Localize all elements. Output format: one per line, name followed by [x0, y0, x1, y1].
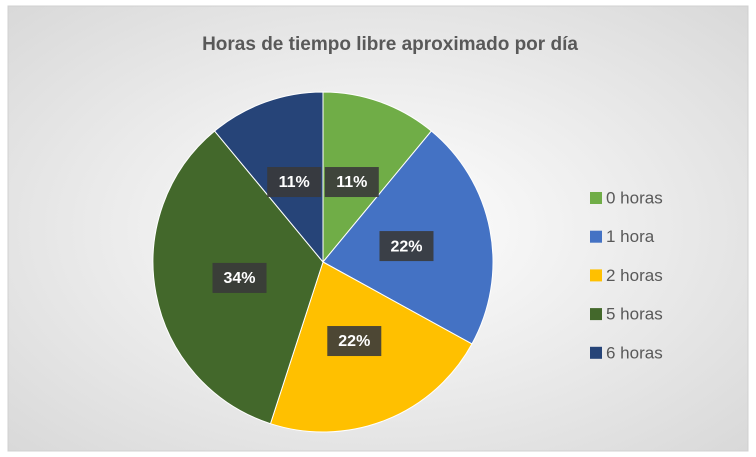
chart-title: Horas de tiempo libre aproximado por día	[202, 34, 578, 55]
data-label: 22%	[338, 333, 370, 350]
legend-label: 2 horas	[606, 266, 663, 285]
data-label: 11%	[279, 174, 310, 191]
data-label: 11%	[336, 174, 367, 191]
legend-swatch	[590, 192, 602, 204]
legend-swatch	[590, 308, 602, 321]
data-label-box	[324, 167, 379, 198]
legend-swatch	[590, 346, 602, 359]
data-label-box	[327, 326, 382, 357]
data-label: 22%	[390, 238, 422, 255]
data-label-box	[267, 167, 322, 198]
legend-label: 5 horas	[606, 305, 663, 324]
legend-swatch	[590, 269, 602, 282]
legend-label: 6 horas	[606, 343, 663, 362]
legend-label: 0 horas	[606, 188, 663, 207]
legend-swatch	[590, 230, 602, 243]
data-label-box	[379, 231, 434, 262]
legend-label: 1 hora	[606, 227, 655, 246]
data-label-box	[212, 262, 267, 293]
data-label: 34%	[223, 270, 255, 287]
